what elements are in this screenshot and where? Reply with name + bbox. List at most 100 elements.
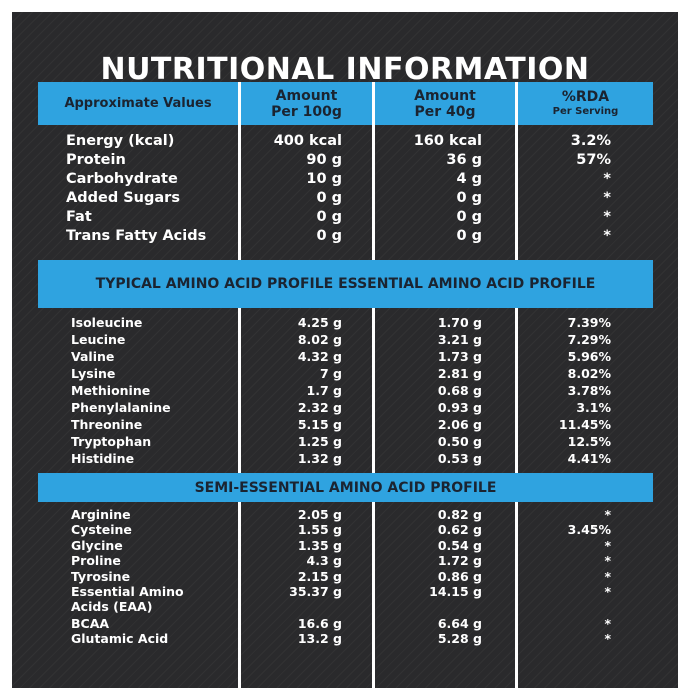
nutrition-panel: NUTRITIONAL INFORMATION Approximate Valu…	[12, 12, 678, 688]
row-rda: 3.2%	[570, 133, 611, 149]
row-per40: 0.82 g	[437, 507, 482, 522]
row-rda: *	[603, 228, 611, 244]
row-rda: *	[603, 190, 611, 206]
row-per40: 1.72 g	[437, 553, 482, 569]
header-rda-line1: %RDA	[561, 88, 610, 105]
row-name: Trans Fatty Acids	[66, 228, 207, 244]
row-per40: 0.54 g	[437, 537, 482, 553]
row-per100: 1.55 g	[297, 522, 342, 538]
row-rda: 3.1%	[576, 400, 611, 415]
row-per40: 14.15 g	[429, 584, 482, 599]
row-per100: 7 g	[320, 366, 342, 381]
header-per100-line2: Per 100g	[271, 103, 342, 120]
row-name: Proline	[71, 553, 121, 569]
header-per-100g: Amount Per 100g	[241, 82, 372, 125]
row-per40: 0 g	[456, 228, 482, 244]
row-name: Protein	[66, 152, 126, 168]
row-name: Leucine	[71, 332, 126, 347]
row-name: Glutamic Acid	[71, 631, 169, 647]
header-rda: %RDA Per Serving	[518, 82, 653, 125]
row-per100: 400 kcal	[273, 133, 342, 149]
row-per100: 4.32 g	[297, 349, 342, 364]
column-divider	[372, 82, 375, 260]
row-per40: 1.73 g	[437, 349, 482, 364]
header-per40-line1: Amount	[414, 87, 476, 104]
row-name: Threonine	[71, 417, 143, 432]
row-name: Lysine	[71, 366, 116, 381]
row-per100: 13.2 g	[297, 631, 342, 647]
row-per100: 2.15 g	[297, 568, 342, 584]
row-per100: 35.37 g	[289, 584, 342, 599]
row-rda: 3.45%	[567, 522, 611, 538]
header-rda-line2: Per Serving	[552, 105, 619, 117]
row-name: Valine	[71, 349, 115, 364]
row-rda: *	[604, 615, 611, 631]
row-per100: 0 g	[316, 190, 342, 206]
row-per100: 8.02 g	[297, 332, 342, 347]
row-per40: 2.81 g	[437, 366, 482, 381]
row-rda: 57%	[576, 152, 611, 168]
row-rda: 7.29%	[567, 332, 611, 347]
row-rda: 12.5%	[567, 434, 611, 449]
row-per40: 1.70 g	[437, 315, 482, 330]
row-per40: 36 g	[446, 152, 482, 168]
row-name: Arginine	[71, 507, 131, 522]
row-per40: 0.86 g	[437, 568, 482, 584]
row-per40: 0.62 g	[437, 522, 482, 538]
header-per-40g: Amount Per 40g	[375, 82, 515, 125]
row-name: Acids (EAA)	[71, 599, 153, 615]
row-name: Histidine	[71, 451, 135, 466]
row-per100: 90 g	[306, 152, 342, 168]
row-per100: 5.15 g	[297, 417, 342, 432]
row-rda: *	[604, 537, 611, 553]
row-name: Tryptophan	[71, 434, 152, 449]
row-name: Fat	[66, 209, 92, 225]
row-rda: *	[604, 553, 611, 569]
row-per40: 0.93 g	[437, 400, 482, 415]
row-per100: 1.7 g	[306, 383, 342, 398]
column-divider	[515, 502, 518, 688]
row-name: BCAA	[71, 615, 110, 631]
row-name: Methionine	[71, 383, 151, 398]
row-rda: 11.45%	[558, 417, 611, 432]
header-per40-line2: Per 40g	[414, 103, 476, 120]
row-per100: 4.25 g	[297, 315, 342, 330]
row-per40: 5.28 g	[437, 631, 482, 647]
essential-heading-text: TYPICAL AMINO ACID PROFILE ESSENTIAL AMI…	[95, 276, 596, 292]
row-name: Glycine	[71, 537, 123, 553]
row-rda: 8.02%	[567, 366, 611, 381]
row-per40: 0.50 g	[437, 434, 482, 449]
row-name: Energy (kcal)	[66, 133, 175, 149]
header-approx-values: Approximate Values	[38, 82, 238, 125]
row-per100: 16.6 g	[297, 615, 342, 631]
row-per100: 1.32 g	[297, 451, 342, 466]
row-per100: 2.05 g	[297, 507, 342, 522]
row-rda: 4.41%	[567, 451, 611, 466]
row-rda: *	[604, 568, 611, 584]
row-name: Phenylalanine	[71, 400, 171, 415]
column-divider	[238, 308, 241, 473]
row-name: Tyrosine	[71, 568, 131, 584]
semi-heading-text: SEMI-ESSENTIAL AMINO ACID PROFILE	[194, 479, 497, 496]
semi-essential-heading: SEMI-ESSENTIAL AMINO ACID PROFILE	[38, 473, 653, 502]
row-rda: *	[604, 507, 611, 522]
row-name: Isoleucine	[71, 315, 143, 330]
row-per40: 3.21 g	[437, 332, 482, 347]
row-rda: *	[604, 584, 611, 599]
row-per100: 2.32 g	[297, 400, 342, 415]
column-divider	[372, 502, 375, 688]
row-name: Carbohydrate	[66, 171, 178, 187]
header-per100-line1: Amount	[275, 87, 338, 104]
column-divider	[372, 308, 375, 473]
column-divider	[515, 82, 518, 260]
row-name: Added Sugars	[66, 190, 180, 206]
row-per100: 10 g	[306, 171, 342, 187]
header-approx-label: Approximate Values	[64, 96, 212, 111]
row-per40: 160 kcal	[413, 133, 482, 149]
row-per100: 0 g	[316, 209, 342, 225]
row-rda: *	[603, 171, 611, 187]
row-rda: 5.96%	[567, 349, 611, 364]
row-per40: 0.68 g	[437, 383, 482, 398]
column-divider	[238, 502, 241, 688]
row-per40: 4 g	[456, 171, 482, 187]
